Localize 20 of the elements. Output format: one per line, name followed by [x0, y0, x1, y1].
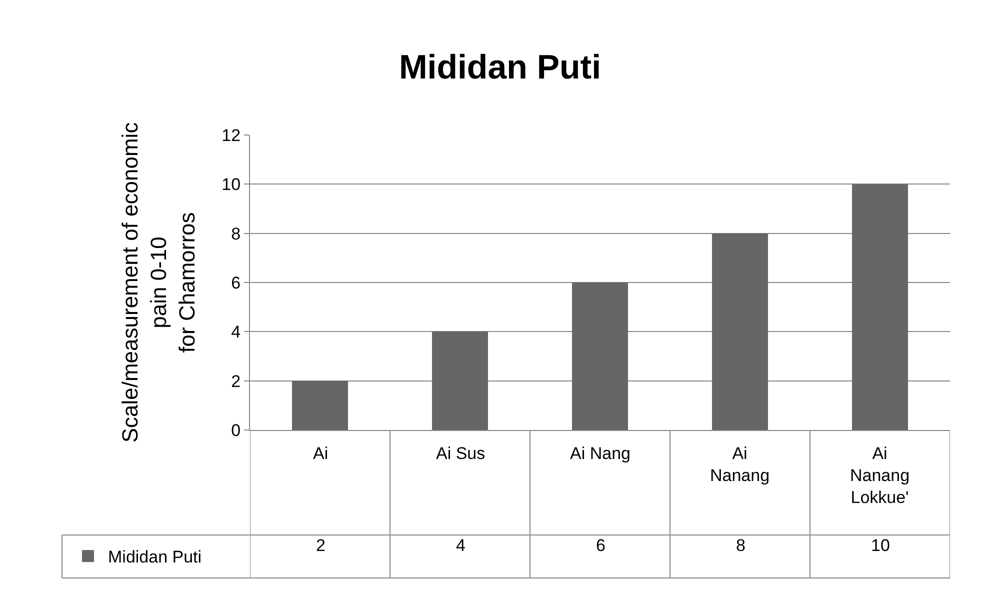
x-tick-label: Ai Sus: [436, 444, 486, 463]
y-tick-label: 10: [222, 175, 241, 194]
data-label: 6: [596, 536, 606, 555]
data-label: 4: [456, 536, 466, 555]
x-tick-label: Ai: [313, 444, 328, 463]
y-tick-label: 8: [231, 224, 241, 244]
data-label: 10: [871, 536, 890, 555]
y-axis-title: Scale/measurement of economic pain 0-10 for Chamorros: [117, 122, 200, 443]
legend-label: Mididan Puti: [108, 548, 202, 567]
data-label: 8: [736, 536, 746, 555]
x-tick-label: Ai Nanang: [710, 444, 770, 486]
y-tick-label: 12: [222, 126, 241, 145]
x-tick-label: Ai Nang: [570, 444, 630, 463]
chart-title: Mididan Puti: [398, 48, 602, 87]
y-tick-label: 4: [231, 322, 241, 342]
y-tick-label: 0: [231, 420, 241, 440]
y-tick-label: 2: [231, 372, 241, 391]
data-label: 2: [316, 536, 326, 555]
x-tick-label: Ai Nanang Lokkue': [850, 444, 910, 508]
y-tick-label: 6: [231, 273, 241, 292]
